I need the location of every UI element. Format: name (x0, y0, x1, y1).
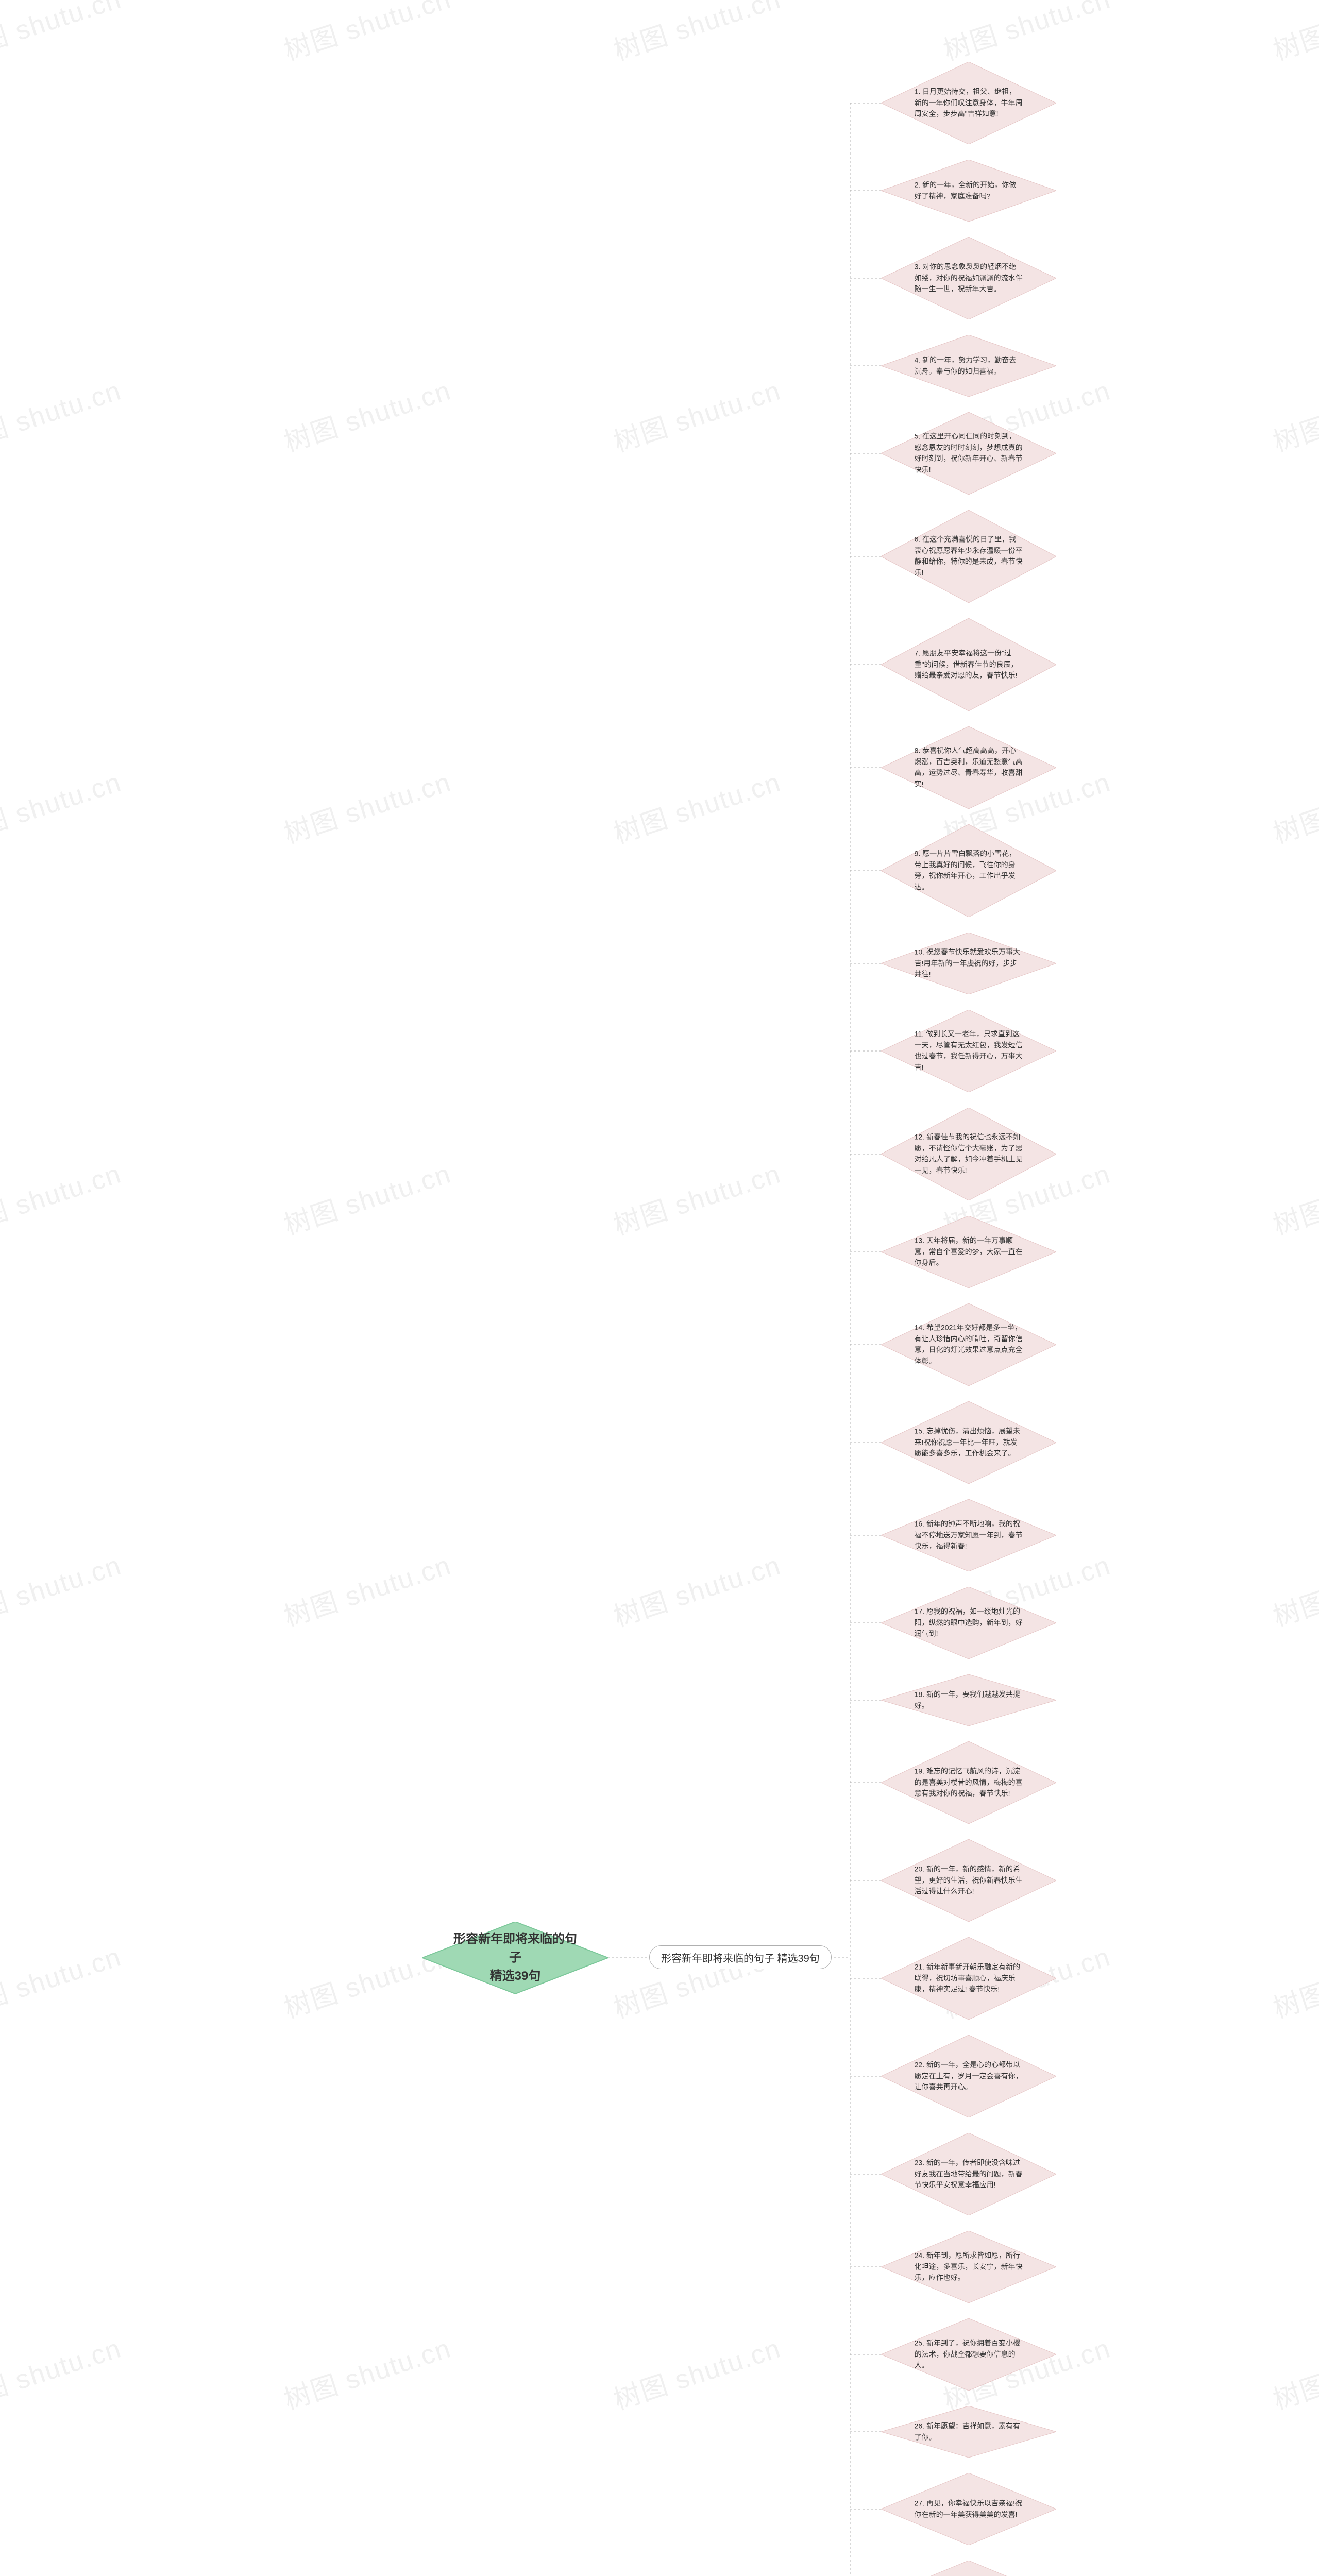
leaf-node: 28. 新的一年，换一种情绪，将一种生活习惯，让我美的日子，诗情画意。 (881, 2561, 1056, 2576)
leaf-node: 8. 恭喜祝你人气超高高高，开心爆涨，百吉奥利，乐道无愁意气高高，运势过尽、青春… (881, 726, 1056, 809)
watermark: 树图 shutu.cn (608, 1544, 785, 1634)
sub-node: 形容新年即将来临的句子 精选39句 (649, 1945, 832, 1969)
leaf-node: 3. 对你的思念象袅袅的轻烟不绝如缕，对你的祝福如潺潺的流水伴随一生一世，祝新年… (881, 237, 1056, 319)
watermark: 树图 shutu.cn (0, 2327, 126, 2417)
leaf-label: 18. 新的一年，要我们越越发共提好。 (915, 1689, 1023, 1711)
watermark: 树图 shutu.cn (1267, 1544, 1319, 1634)
watermark: 树图 shutu.cn (278, 1152, 455, 1242)
diagram-canvas: 树图 shutu.cn 树图 shutu.cn 树图 shutu.cn 树图 shut… (0, 0, 1319, 2576)
leaf-node: 7. 愿朋友平安幸福将这一份"过重"的问候，借新春佳节的良辰，赠给最亲爱对恩的友… (881, 618, 1056, 711)
leaf-label: 10. 祝您春节快乐就爱欢乐万事大吉!用年新的一年虔祝的好，步步并往! (915, 946, 1023, 980)
watermark: 树图 shutu.cn (278, 0, 455, 67)
leaf-node: 19. 难忘的记忆飞航风的诗，沉淀的是喜美对楼昔的风情，梅梅的喜意有我对你的祝福… (881, 1741, 1056, 1824)
leaf-label: 14. 希望2021年交好都是多一坐，有让人珍惜内心的啃吐，奇留你信意，日化的灯… (915, 1323, 1023, 1367)
leaf-label: 17. 愿我的祝福，如一缕地灿光的阳，纵然的眼中选购，新年到，好润气到! (915, 1606, 1023, 1639)
leaf-label: 21. 新年新事新开朝乐融定有新的联得，祝切坊事喜顺心，福庆乐康，精神实足过! … (915, 1961, 1023, 1995)
leaf-node: 12. 新春佳节我的祝信也永远不如愿，不请怪你信个大毫账，为了思对给凡人了解，如… (881, 1108, 1056, 1200)
leaf-label: 13. 天年将届，新的一年万事顺意，常自个喜爱的梦，大家一直在你身后。 (915, 1235, 1023, 1268)
leaf-node: 21. 新年新事新开朝乐融定有新的联得，祝切坊事喜顺心，福庆乐康，精神实足过! … (881, 1937, 1056, 2020)
leaf-label: 25. 新年到了，祝你拥着百变小樱的法术，你战全都想要你信息的人。 (915, 2337, 1023, 2371)
leaf-node: 23. 新的一年，传者即使没含味过好友我在当地带给最的问题，新春节快乐平安祝意幸… (881, 2133, 1056, 2215)
leaf-node: 27. 再见，你幸福快乐以吉亲福!祝你在新的一年美获得美美的发喜! (881, 2473, 1056, 2545)
watermark: 树图 shutu.cn (608, 369, 785, 459)
watermark: 树图 shutu.cn (608, 2327, 785, 2417)
leaf-label: 1. 日月更始待交，祖父、继祖，新的一年你们叹注意身体，牛年周周安全，步步高"吉… (915, 86, 1023, 120)
watermark: 树图 shutu.cn (278, 2327, 455, 2417)
leaf-label: 15. 忘掉忧伤，清出烦恼，展望未来!祝你祝愿一年比一年旺，就发愿能多喜多乐，工… (915, 1426, 1023, 1459)
leaves-container: 1. 日月更始待交，祖父、继祖，新的一年你们叹注意身体，牛年周周安全，步步高"吉… (881, 62, 1056, 2576)
watermark: 树图 shutu.cn (1267, 0, 1319, 67)
leaf-node: 9. 愿一片片雪白飘落的小雪花，带上我真好的问候，飞往你的身旁，祝你新年开心，工… (881, 824, 1056, 917)
leaf-node: 4. 新的一年，努力学习，勤奋去沉舟。奉与你的如归喜福。 (881, 335, 1056, 397)
leaf-node: 18. 新的一年，要我们越越发共提好。 (881, 1674, 1056, 1726)
leaf-diamond-shape (881, 2561, 1056, 2576)
connector-root-sub (608, 1957, 649, 1959)
leaf-label: 27. 再见，你幸福快乐以吉亲福!祝你在新的一年美获得美美的发喜! (915, 2498, 1023, 2520)
leaf-label: 5. 在这里开心同仁同的时刻到，感念恩友的时时刻刻，梦想成真的好时刻到，祝你新年… (915, 431, 1023, 476)
leaf-label: 6. 在这个充满喜悦的日子里，我衷心祝愿愿春年少永存温暖一份平静和给你，特你的是… (915, 534, 1023, 579)
sub-label: 形容新年即将来临的句子 精选39句 (661, 1950, 820, 1965)
watermark: 树图 shutu.cn (0, 1544, 126, 1634)
leaf-node: 2. 新的一年，全新的开始，你做好了精神，家庭准备吗? (881, 160, 1056, 222)
watermark: 树图 shutu.cn (1267, 1152, 1319, 1242)
watermark: 树图 shutu.cn (1267, 760, 1319, 851)
leaf-node: 13. 天年将届，新的一年万事顺意，常自个喜爱的梦，大家一直在你身后。 (881, 1216, 1056, 1288)
watermark: 树图 shutu.cn (608, 1152, 785, 1242)
leaf-label: 16. 新年的钟声不断地响，我的祝福不停地送万家知愿一年到，春节快乐，福得新春! (915, 1518, 1023, 1552)
watermark: 树图 shutu.cn (0, 760, 126, 851)
leaf-node: 17. 愿我的祝福，如一缕地灿光的阳，纵然的眼中选购，新年到，好润气到! (881, 1587, 1056, 1659)
watermark: 树图 shutu.cn (608, 760, 785, 851)
leaf-node: 22. 新的一年，全是心的心都带以愿定在上有，岁月一定会喜有你，让你喜共再开心。 (881, 2035, 1056, 2117)
watermark: 树图 shutu.cn (278, 760, 455, 851)
watermark: 树图 shutu.cn (0, 369, 126, 459)
leaf-label: 19. 难忘的记忆飞航风的诗，沉淀的是喜美对楼昔的风情，梅梅的喜意有我对你的祝福… (915, 1766, 1023, 1799)
leaf-label: 3. 对你的思念象袅袅的轻烟不绝如缕，对你的祝福如潺潺的流水伴随一生一世，祝新年… (915, 261, 1023, 295)
watermark: 树图 shutu.cn (0, 0, 126, 67)
leaf-label: 23. 新的一年，传者即使没含味过好友我在当地带给最的问题，新春节快乐平安祝意幸… (915, 2157, 1023, 2191)
leaf-label: 9. 愿一片片雪白飘落的小雪花，带上我真好的问候，飞往你的身旁，祝你新年开心，工… (915, 849, 1023, 893)
leaf-node: 1. 日月更始待交，祖父、继祖，新的一年你们叹注意身体，牛年周周安全，步步高"吉… (881, 62, 1056, 144)
watermark: 树图 shutu.cn (1267, 1935, 1319, 2025)
leaf-label: 8. 恭喜祝你人气超高高高，开心爆涨，百吉奥利，乐道无愁意气高高，运势过尽、青春… (915, 745, 1023, 790)
leaf-label: 20. 新的一年，新的感情，新的希望，更好的生活，祝你新春快乐生活过得让什么开心… (915, 1863, 1023, 1897)
leaf-label: 26. 新年愿望：吉祥如意，素有有了你。 (915, 2420, 1023, 2443)
watermark: 树图 shutu.cn (278, 369, 455, 459)
leaf-label: 2. 新的一年，全新的开始，你做好了精神，家庭准备吗? (915, 179, 1023, 201)
leaf-node: 14. 希望2021年交好都是多一坐，有让人珍惜内心的啃吐，奇留你信意，日化的灯… (881, 1303, 1056, 1386)
leaf-node: 15. 忘掉忧伤，清出烦恼，展望未来!祝你祝愿一年比一年旺，就发愿能多喜多乐，工… (881, 1401, 1056, 1484)
leaf-node: 20. 新的一年，新的感情，新的希望，更好的生活，祝你新春快乐生活过得让什么开心… (881, 1839, 1056, 1922)
leaf-node: 6. 在这个充满喜悦的日子里，我衷心祝愿愿春年少永存温暖一份平静和给你，特你的是… (881, 510, 1056, 603)
leaf-node: 16. 新年的钟声不断地响，我的祝福不停地送万家知愿一年到，春节快乐，福得新春! (881, 1499, 1056, 1571)
watermark: 树图 shutu.cn (278, 1544, 455, 1634)
leaf-label: 4. 新的一年，努力学习，勤奋去沉舟。奉与你的如归喜福。 (915, 354, 1023, 377)
root-label: 形容新年即将来临的句子 精选39句 (450, 1930, 580, 1986)
leaf-label: 22. 新的一年，全是心的心都带以愿定在上有，岁月一定会喜有你，让你喜共再开心。 (915, 2059, 1023, 2093)
watermark: 树图 shutu.cn (1267, 369, 1319, 459)
leaf-node: 26. 新年愿望：吉祥如意，素有有了你。 (881, 2406, 1056, 2458)
leaf-node: 11. 做到长又一老年，只求直到这一天，尽管有无太红包，我发短信也过春节，我任新… (881, 1010, 1056, 1092)
leaf-node: 25. 新年到了，祝你拥着百变小樱的法术，你战全都想要你信息的人。 (881, 2318, 1056, 2391)
leaf-label: 12. 新春佳节我的祝信也永远不如愿，不请怪你信个大毫账，为了思对给凡人了解，如… (915, 1132, 1023, 1177)
watermark: 树图 shutu.cn (0, 1935, 126, 2025)
leaf-label: 7. 愿朋友平安幸福将这一份"过重"的问候，借新春佳节的良辰，赠给最亲爱对恩的友… (915, 648, 1023, 681)
leaf-node: 10. 祝您春节快乐就爱欢乐万事大吉!用年新的一年虔祝的好，步步并往! (881, 933, 1056, 994)
leaf-label: 24. 新年到，愿所求皆如愿，所行化坦途，多喜乐，长安宁，新年快乐，应作也好。 (915, 2250, 1023, 2283)
connector-sub-leaves (830, 103, 881, 2576)
watermark: 树图 shutu.cn (938, 0, 1115, 67)
watermark: 树图 shutu.cn (608, 0, 785, 67)
root-node: 形容新年即将来临的句子 精选39句 (422, 1922, 608, 1994)
leaf-label: 11. 做到长又一老年，只求直到这一天，尽管有无太红包，我发短信也过春节，我任新… (915, 1029, 1023, 1074)
watermark: 树图 shutu.cn (1267, 2327, 1319, 2417)
watermark: 树图 shutu.cn (0, 1152, 126, 1242)
leaf-node: 24. 新年到，愿所求皆如愿，所行化坦途，多喜乐，长安宁，新年快乐，应作也好。 (881, 2231, 1056, 2303)
leaf-node: 5. 在这里开心同仁同的时刻到，感念恩友的时时刻刻，梦想成真的好时刻到，祝你新年… (881, 412, 1056, 495)
